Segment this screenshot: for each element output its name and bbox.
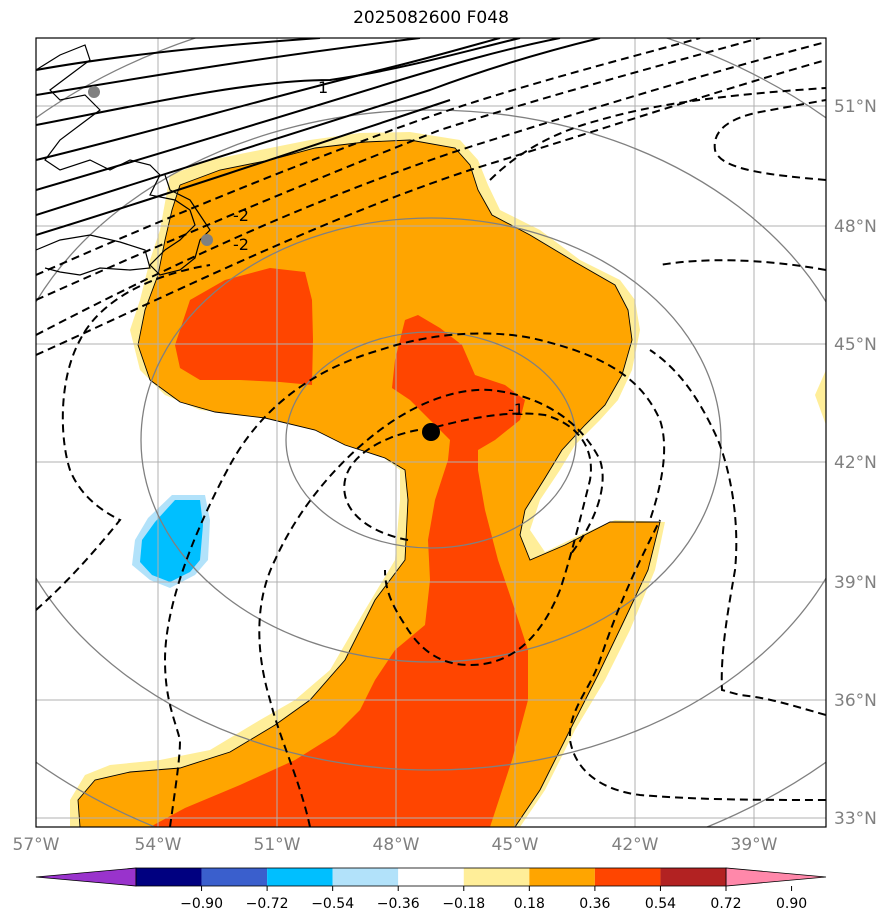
- lon-tick-label: 57°W: [13, 835, 60, 855]
- lon-tick-label: 45°W: [492, 835, 539, 855]
- colorbar: −0.90 −0.72 −0.54 −0.36 −0.18 0.18 0.36 0.54 0.7…: [35, 867, 827, 912]
- colorbar-tick-label: 0.54: [645, 896, 676, 912]
- colorbar-swatch: [398, 868, 464, 886]
- colorbar-extend-low: [35, 867, 137, 887]
- colorbar-swatch: [201, 868, 268, 886]
- solid-contours: [36, 38, 601, 236]
- lat-tick-label: 39°N: [834, 573, 877, 593]
- contour-label: -2: [233, 206, 249, 225]
- storm-center-marker: [422, 423, 440, 441]
- lat-tick-label: 33°N: [834, 809, 877, 829]
- gridlines: [36, 38, 826, 827]
- colorbar-tick-label: 0.72: [710, 896, 741, 912]
- station-marker: [201, 234, 213, 246]
- colorbar-tick-label: −0.36: [377, 896, 420, 912]
- lon-tick-label: 48°W: [373, 835, 420, 855]
- colorbar-tick-label: 0.90: [776, 896, 807, 912]
- lat-tick-label: 36°N: [834, 691, 877, 711]
- dashed-contours: [36, 38, 826, 827]
- contour-label: -1: [508, 400, 524, 419]
- colorbar-swatch: [594, 868, 661, 886]
- lon-tick-label: 54°W: [135, 835, 182, 855]
- colorbar-tick-label: −0.90: [180, 896, 223, 912]
- field-outline: [77, 139, 661, 827]
- colorbar-extend-high: [725, 867, 827, 887]
- lon-tick-label: 42°W: [612, 835, 659, 855]
- chart-title: 2025082600 F048: [353, 8, 509, 28]
- contour-label: 1: [318, 78, 328, 97]
- colorbar-swatch: [267, 868, 333, 886]
- colorbar-swatch: [529, 868, 595, 886]
- colorbar-swatch: [136, 868, 202, 886]
- colorbar-tick-label: −0.18: [442, 896, 485, 912]
- colorbar-swatch: [660, 868, 726, 886]
- lon-tick-label: 51°W: [254, 835, 301, 855]
- range-rings: [36, 38, 826, 827]
- station-marker: [88, 86, 100, 98]
- colorbar-tick-label: −0.54: [311, 896, 354, 912]
- lon-tick-label: 39°W: [731, 835, 778, 855]
- colorbar-tick-label: −0.72: [246, 896, 289, 912]
- lat-tick-label: 48°N: [834, 217, 877, 237]
- colorbar-outline: [135, 867, 727, 887]
- contour-label: -2: [233, 235, 249, 254]
- lat-tick-labels: 51°N 48°N 45°N 42°N 39°N 36°N 33°N: [834, 97, 877, 829]
- coastline: [36, 44, 211, 276]
- lat-tick-label: 42°N: [834, 453, 877, 473]
- colorbar-tick-label: 0.36: [579, 896, 610, 912]
- map-frame: [35, 37, 827, 828]
- contour-labels: 1 -2 -2 -1: [233, 78, 524, 419]
- lat-tick-label: 51°N: [834, 97, 877, 117]
- lon-tick-labels: 57°W 54°W 51°W 48°W 45°W 42°W 39°W: [13, 835, 778, 855]
- colorbar-tick-label: 0.18: [514, 896, 545, 912]
- colorbar-swatch: [332, 868, 399, 886]
- lat-tick-label: 45°N: [834, 335, 877, 355]
- colorbar-swatch: [463, 868, 530, 886]
